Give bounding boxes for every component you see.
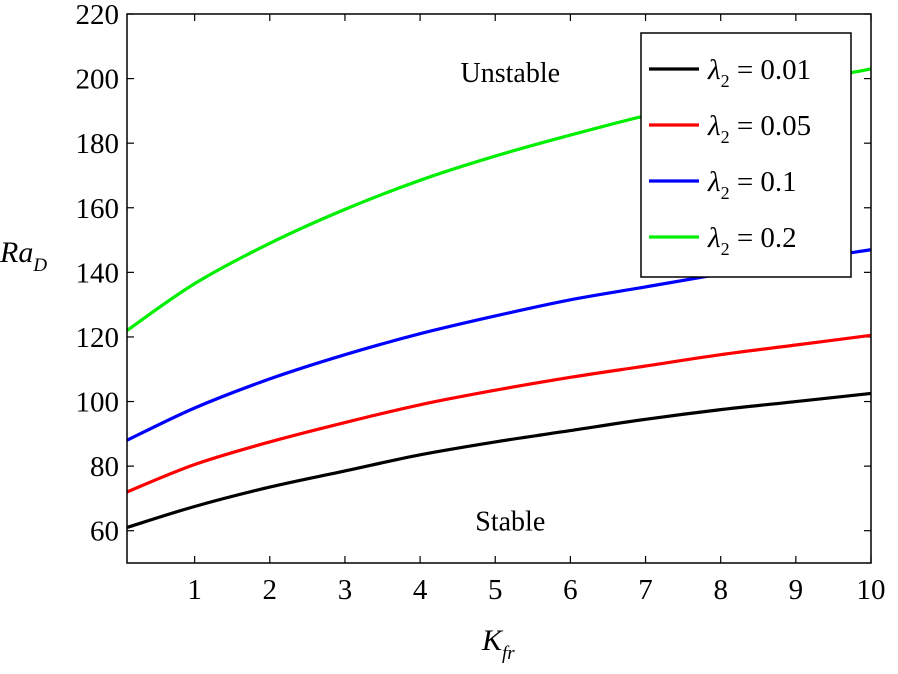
y-tick-label: 200	[76, 64, 120, 96]
x-tick-label: 4	[413, 574, 428, 606]
y-tick-label: 220	[76, 0, 120, 31]
x-tick-label: 1	[187, 574, 202, 606]
region-label: Stable	[475, 507, 545, 538]
x-tick-label: 10	[857, 574, 886, 606]
y-axis-title: RaD	[0, 236, 47, 276]
x-tick-label: 2	[263, 574, 278, 606]
legend-entry-label: λ2 = 0.01	[707, 54, 811, 91]
legend-entry-label: λ2 = 0.05	[707, 110, 811, 147]
x-tick-label: 7	[638, 574, 653, 606]
ticks-layer: 1 2 3 4 5 6 7 8 9 10 60 80 100 120 140 160 180 200 220	[76, 0, 886, 606]
y-tick-label: 140	[76, 257, 120, 289]
x-tick-label: 8	[713, 574, 728, 606]
plot-frame	[126, 13, 872, 564]
series-line-1	[126, 333, 872, 494]
x-axis-title: Kfr	[481, 624, 515, 664]
annotation-layer: Unstable Stable	[461, 58, 561, 538]
x-tick-label: 3	[338, 574, 353, 606]
region-label: Unstable	[461, 58, 561, 89]
legend-entry-label: λ2 = 0.1	[707, 166, 797, 203]
series-line-2	[126, 248, 872, 442]
y-tick-label: 120	[76, 322, 120, 354]
legend: λ2 = 0.01 λ2 = 0.05 λ2 = 0.1 λ2 = 0.2	[640, 32, 852, 278]
legend-entry-label: λ2 = 0.2	[707, 222, 797, 259]
y-tick-label: 180	[76, 128, 120, 160]
x-tick-label: 6	[563, 574, 578, 606]
series-line-0	[126, 391, 872, 530]
y-tick-label: 80	[90, 451, 119, 483]
y-tick-label: 160	[76, 193, 120, 225]
x-tick-label: 5	[488, 574, 503, 606]
x-tick-label: 9	[789, 574, 804, 606]
y-tick-label: 100	[76, 387, 120, 419]
y-tick-label: 60	[90, 516, 119, 548]
